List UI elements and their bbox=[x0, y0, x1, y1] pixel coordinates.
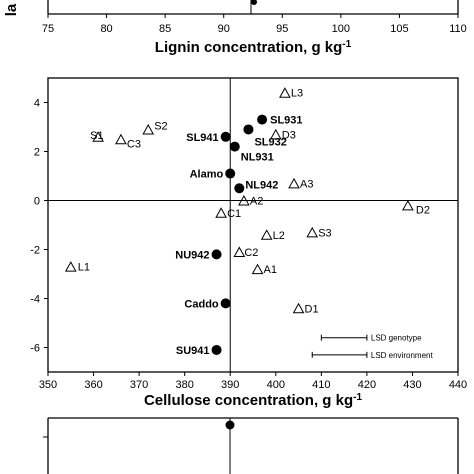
top-x-tick-label: 105 bbox=[390, 23, 408, 35]
x-tick-label: 420 bbox=[358, 379, 376, 391]
point-label-sl931: SL931 bbox=[270, 115, 302, 127]
point-label-l3: L3 bbox=[291, 88, 303, 100]
x-tick-label: 360 bbox=[84, 379, 102, 391]
lsd-label-1: LSD environment bbox=[371, 351, 434, 360]
point-c3 bbox=[115, 133, 127, 145]
point-su941 bbox=[211, 344, 222, 355]
point-sl931 bbox=[257, 114, 268, 125]
top-x-tick-label: 100 bbox=[332, 23, 350, 35]
point-label-alamo: Alamo bbox=[190, 169, 224, 181]
point-label-caddo: Caddo bbox=[184, 298, 219, 310]
point-c2 bbox=[233, 246, 246, 257]
point-label-s2: S2 bbox=[154, 120, 167, 132]
main-x-axis-title: Cellulose concentration, g kg-1 bbox=[144, 392, 363, 410]
top-panel-x-axis-title: Lignin concentration, g kg-1 bbox=[155, 39, 352, 57]
y-tick-label: 0 bbox=[34, 196, 40, 208]
point-label-c1: C1 bbox=[227, 208, 241, 220]
top-panel-point bbox=[251, 0, 257, 5]
x-tick-label: 350 bbox=[39, 379, 57, 391]
point-label-s3: S3 bbox=[318, 227, 331, 239]
point-label-a2: A2 bbox=[250, 196, 263, 208]
x-tick-label: 440 bbox=[449, 379, 467, 391]
point-label-sl932: SL932 bbox=[254, 136, 286, 148]
point-s2 bbox=[142, 123, 155, 135]
point-d3 bbox=[269, 128, 282, 140]
point-caddo bbox=[220, 298, 231, 309]
point-nl931 bbox=[229, 141, 240, 152]
point-d1 bbox=[292, 302, 305, 314]
point-label-l1: L1 bbox=[78, 262, 90, 274]
x-tick-label: 430 bbox=[403, 379, 421, 391]
y-tick-label: 4 bbox=[34, 98, 40, 110]
point-l1 bbox=[64, 261, 77, 272]
lsd-bars: LSD genotype LSD environment bbox=[311, 334, 434, 360]
point-l2 bbox=[260, 229, 273, 240]
y-tick-label: -4 bbox=[30, 294, 40, 306]
point-label-c2: C2 bbox=[244, 247, 258, 259]
x-tick-label: 410 bbox=[312, 379, 330, 391]
point-alamo bbox=[225, 168, 236, 179]
point-label-d1: D1 bbox=[305, 303, 319, 315]
point-sl941 bbox=[220, 131, 231, 142]
point-label-a3: A3 bbox=[300, 178, 313, 190]
point-nl942 bbox=[234, 183, 245, 194]
top-x-tick-label: 75 bbox=[42, 23, 54, 35]
x-tick-label: 380 bbox=[175, 379, 193, 391]
point-label-a1: A1 bbox=[264, 264, 277, 276]
point-label-su941: SU941 bbox=[176, 345, 210, 357]
point-label-nl931: NL931 bbox=[241, 152, 274, 164]
point-s3 bbox=[306, 226, 319, 238]
top-x-tick-label: 110 bbox=[449, 23, 467, 35]
point-label-c3: C3 bbox=[127, 138, 141, 150]
x-tick-label: 390 bbox=[221, 379, 239, 391]
point-a1 bbox=[251, 263, 264, 275]
bottom-panel bbox=[43, 417, 459, 474]
point-label-l2: L2 bbox=[273, 230, 285, 242]
y-tick-label: -6 bbox=[30, 343, 40, 355]
point-label-d2: D2 bbox=[416, 204, 430, 216]
top-panel-x-ticks: 75 80 85 90 95 100 105 110 bbox=[42, 14, 467, 35]
point-c1 bbox=[215, 207, 227, 218]
main-plot-frame bbox=[47, 77, 459, 373]
point-a2 bbox=[238, 194, 250, 206]
top-x-tick-label: 90 bbox=[218, 23, 230, 35]
point-d2 bbox=[402, 199, 414, 211]
lsd-label-0: LSD genotype bbox=[371, 334, 422, 343]
x-tick-label: 400 bbox=[267, 379, 285, 391]
top-x-tick-label: 85 bbox=[159, 23, 171, 35]
point-a3 bbox=[288, 177, 300, 189]
point-label-s1: S1 bbox=[90, 130, 103, 142]
point-label-nu942: NU942 bbox=[175, 249, 209, 261]
main-y-ticks: -6 -4 -2 0 2 4 bbox=[30, 98, 48, 355]
top-panel-ylabel-fragment: la bbox=[3, 3, 20, 16]
main-panel: 350 360 370 380 390 400 410 420 430 440 -6 -4 -2 0 2 4… bbox=[30, 77, 467, 410]
point-nu942 bbox=[211, 249, 222, 260]
bottom-panel-point bbox=[225, 420, 235, 430]
point-sl932 bbox=[243, 124, 254, 135]
y-tick-label: 2 bbox=[34, 147, 40, 159]
top-panel: la 75 80 85 90 95 100 105 110 Lignin concentrat… bbox=[3, 0, 467, 56]
main-x-ticks: 350 360 370 380 390 400 410 420 430 440 bbox=[39, 372, 467, 391]
top-x-tick-label: 80 bbox=[100, 23, 112, 35]
point-label-nl942: NL942 bbox=[245, 179, 278, 191]
point-l3 bbox=[279, 87, 291, 98]
point-label-sl941: SL941 bbox=[186, 132, 218, 144]
x-tick-label: 370 bbox=[130, 379, 148, 391]
main-data-points: SL931 SL941 SL932 NL931 Alamo NL942 NU942 Caddo… bbox=[64, 87, 430, 357]
y-tick-label: -2 bbox=[30, 245, 40, 257]
point-label-d3: D3 bbox=[282, 129, 296, 141]
point-s1 bbox=[92, 131, 104, 142]
top-x-tick-label: 95 bbox=[276, 23, 288, 35]
